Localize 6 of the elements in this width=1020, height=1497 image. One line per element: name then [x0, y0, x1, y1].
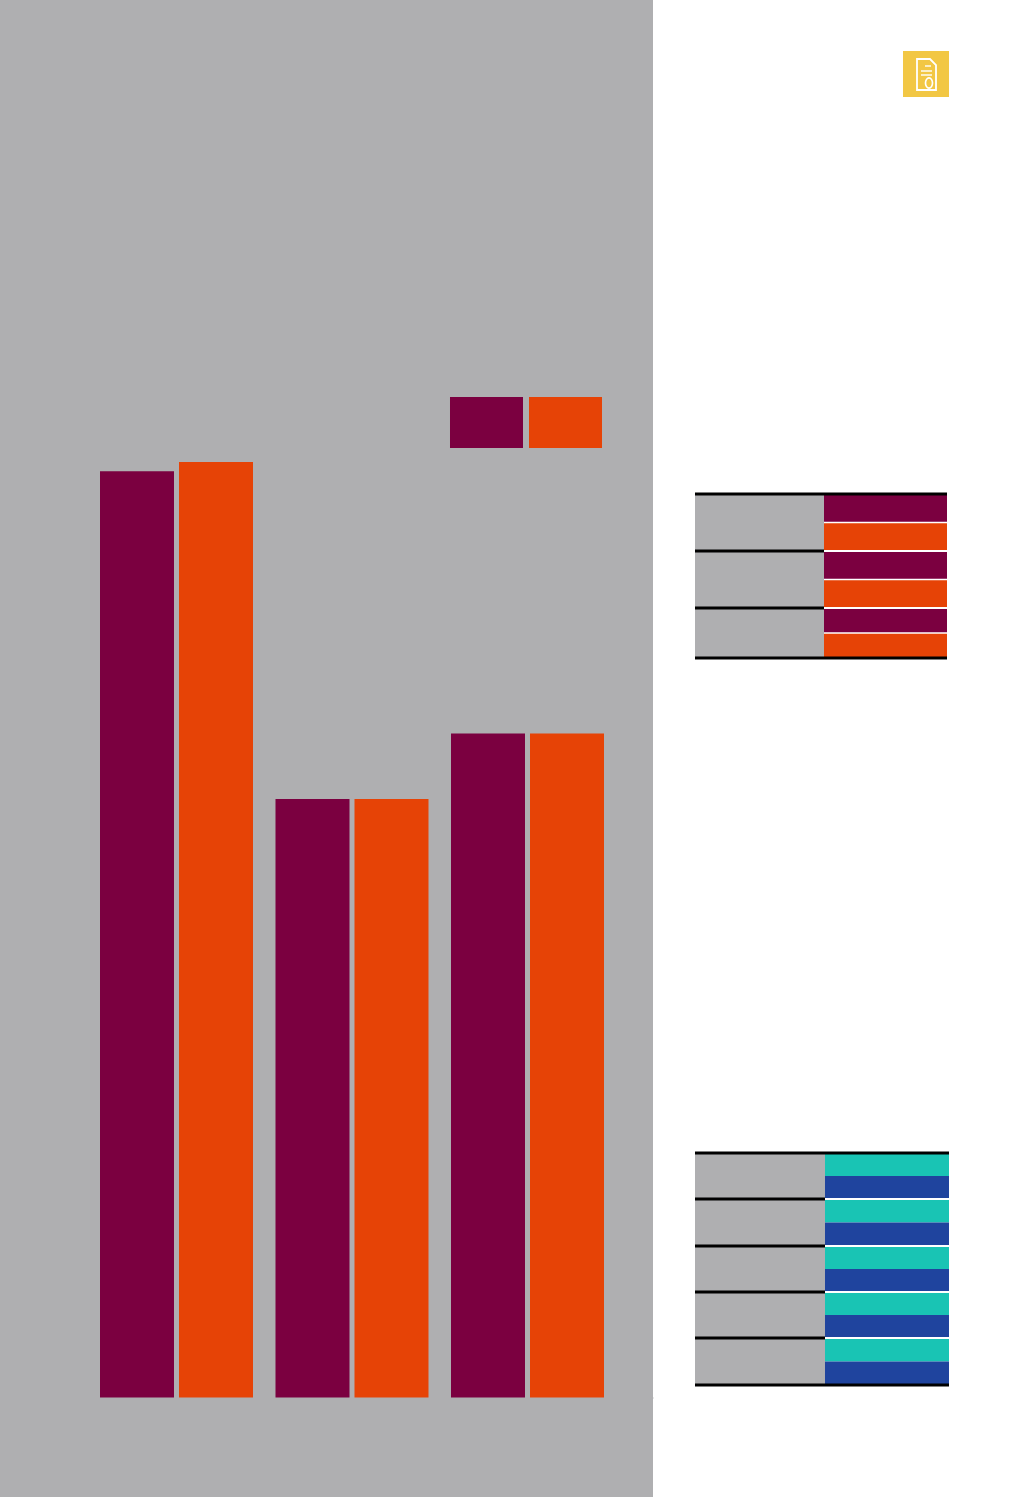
bar	[530, 733, 604, 1398]
bar	[179, 462, 253, 1398]
bar	[275, 798, 350, 1398]
bar	[100, 471, 174, 1398]
bar	[451, 733, 525, 1398]
bar	[354, 798, 429, 1398]
